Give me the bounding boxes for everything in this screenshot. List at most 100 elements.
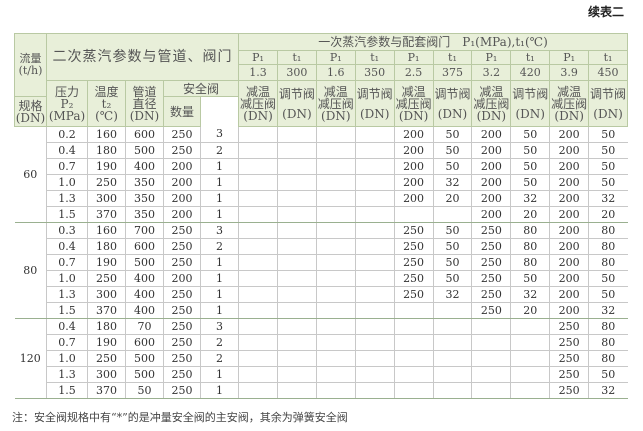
table-cell: 350 [125, 190, 164, 207]
table-cell: 700 [125, 222, 164, 239]
table-cell [354, 334, 395, 351]
table-cell: 1 [199, 190, 239, 207]
table-cell [471, 334, 511, 351]
table-cell [393, 302, 434, 319]
table-cell: 180 [87, 238, 126, 255]
table-cell: 80 [588, 318, 628, 335]
table-cell [238, 334, 278, 351]
table-cell: 200 [549, 174, 589, 191]
table-cell: 250 [393, 286, 434, 303]
table-cell: 1 [199, 174, 239, 191]
table-cell: 200 [393, 126, 434, 143]
pipe-label: 管道 [132, 84, 157, 99]
table-cell: 3 [199, 318, 239, 335]
table-cell: 200 [549, 126, 589, 143]
table-cell [315, 126, 356, 143]
table-cell: 50 [510, 174, 550, 191]
diameter-label: 直径 [132, 96, 157, 111]
table-cell [276, 126, 317, 143]
control-valve-header: 调节阀 (DN) [354, 80, 395, 127]
table-cell: 50 [432, 158, 472, 175]
table-row: 80 0.3 160 700 250 3 250 50 250 80 200 80 [14, 222, 628, 319]
table-cell: 50 [432, 254, 472, 271]
table-cell: 600 [125, 334, 164, 351]
table-row: 1.3 300 350 200 1 200 20 200 32 200 32 [15, 190, 628, 207]
table-cell [354, 350, 395, 367]
table-cell [238, 366, 278, 383]
table-cell: 80 [510, 222, 550, 239]
table-cell: 200 [549, 158, 589, 175]
table-cell: 20 [510, 302, 550, 319]
t1-label: t₁ [432, 50, 473, 65]
column-subheaders: 压力 P₂ (MPa) 温度 t₂ (℃) 管道 直径 (DN) 安全阀 减温 减压阀 (DN)… [15, 80, 628, 127]
table-cell: 1 [199, 158, 239, 175]
primary-value: 375 [432, 64, 473, 81]
table-cell: 20 [432, 190, 472, 207]
table-cell [276, 190, 317, 207]
control-valve-label: 调节阀 [278, 86, 315, 101]
table-cell [432, 350, 472, 367]
table-cell: 600 [125, 126, 164, 143]
table-cell [393, 206, 434, 223]
control-valve-label: 调节阀 [512, 86, 549, 101]
table-cell: 50 [588, 174, 628, 191]
table-row: 1.5 370 50 250 1 250 32 [15, 382, 628, 399]
table-cell: 400 [125, 158, 164, 175]
table-cell: 1.5 [46, 302, 88, 319]
table-row: 1.3 300 500 250 1 250 50 [15, 366, 628, 383]
table-cell: 190 [87, 254, 126, 271]
table-cell: 250 [549, 334, 589, 351]
table-cell: 1 [199, 366, 239, 383]
table-row: 1.5 370 350 200 1 200 20 200 20 [15, 206, 628, 223]
p1-t1-row: P₁ t₁ P₁ t₁ P₁ t₁ P₁ t₁ P₁ t₁ [15, 50, 628, 65]
table-cell: 300 [87, 286, 126, 303]
desuper-reducer-header: 减温 减压阀 (DN) [471, 80, 512, 127]
valve-parameter-table: 流量 (t/h) 二次蒸汽参数与管道、阀门 一次蒸汽参数与配套阀门 P₁(MPa)… [14, 33, 628, 399]
table-cell: 200 [549, 190, 589, 207]
table-cell: 1.5 [46, 206, 88, 223]
table-cell: 0.2 [46, 126, 88, 143]
table-cell: 200 [549, 206, 589, 223]
table-row: 0.4 180 500 250 2 200 50 200 50 200 50 [15, 142, 628, 159]
table-cell: 200 [471, 206, 511, 223]
table-cell [432, 318, 472, 335]
flow-cell: 120 [14, 318, 47, 399]
table-cell: 200 [163, 206, 201, 223]
table-cell: 50 [510, 158, 550, 175]
table-cell [276, 302, 317, 319]
dn-unit: (DN) [593, 106, 623, 121]
dn-unit: (DN) [554, 108, 584, 123]
table-cell: 250 [163, 350, 201, 367]
control-valve-label: 调节阀 [356, 86, 393, 101]
table-cell [238, 190, 278, 207]
table-cell: 2 [199, 350, 239, 367]
table-body: 60 0.2 160 600 250 3 200 50 200 50 200 50 0.4 180 500 2… [14, 126, 628, 399]
table-cell: 3 [199, 222, 239, 239]
table-cell [354, 238, 395, 255]
table-cell [315, 158, 356, 175]
table-cell: 250 [163, 142, 201, 159]
table-cell [315, 190, 356, 207]
desuper-label: 减温 [557, 84, 582, 99]
table-cell: 250 [163, 238, 201, 255]
table-cell: 250 [549, 382, 589, 399]
table-cell [354, 318, 395, 335]
table-cell: 1.0 [46, 174, 88, 191]
table-cell [432, 302, 472, 319]
table-cell [315, 350, 356, 367]
flow-cell: 80 [14, 222, 47, 319]
table-cell: 350 [125, 206, 164, 223]
table-cell [510, 382, 550, 399]
desuper-reducer-header: 减温 减压阀 (DN) [549, 80, 590, 127]
qty-header: 数量 [163, 96, 201, 127]
table-cell: 200 [163, 270, 201, 287]
control-valve-header: 调节阀 (DN) [432, 80, 473, 127]
table-cell: 200 [393, 190, 434, 207]
table-cell: 1.0 [46, 350, 88, 367]
desuper-label: 减温 [479, 84, 504, 99]
p1-label: P₁ [393, 50, 434, 65]
table-cell: 400 [125, 302, 164, 319]
flow-unit: (t/h) [18, 64, 43, 77]
table-cell: 250 [87, 174, 126, 191]
table-cell [238, 382, 278, 399]
